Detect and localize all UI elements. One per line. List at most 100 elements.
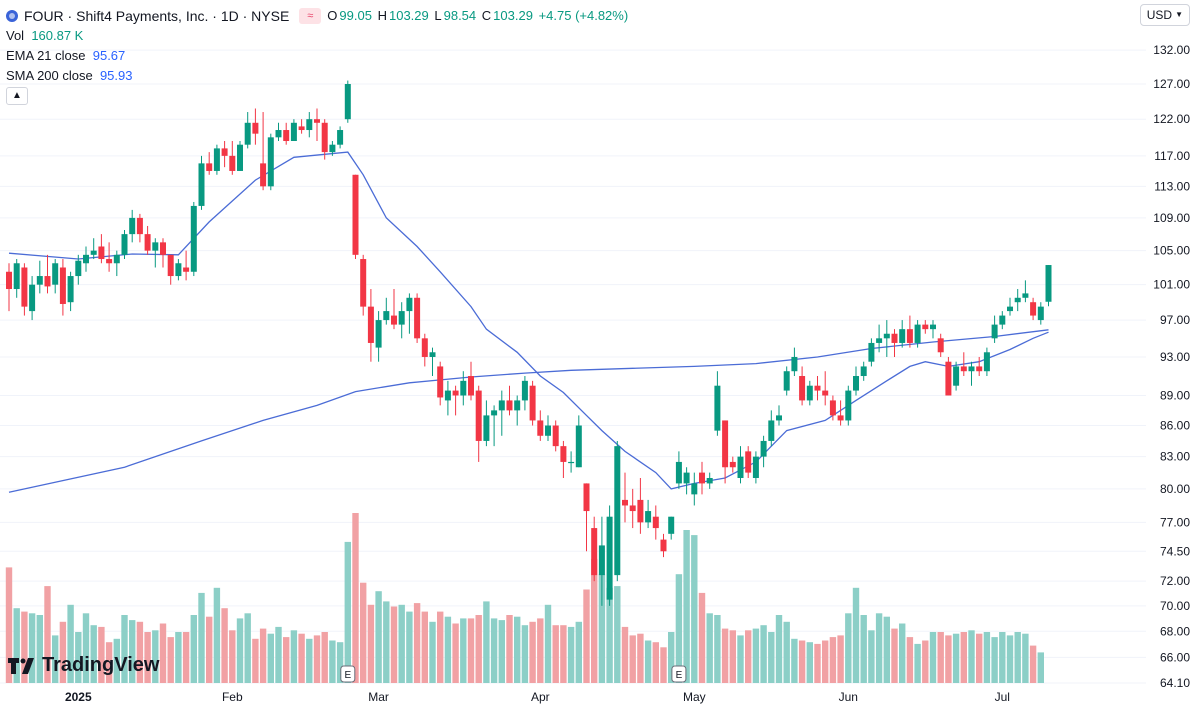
candle[interactable] bbox=[1045, 265, 1052, 307]
candle[interactable] bbox=[183, 250, 190, 281]
candle[interactable] bbox=[144, 225, 151, 255]
currency-selector[interactable]: USD ▼ bbox=[1139, 4, 1190, 26]
candle[interactable] bbox=[206, 152, 213, 175]
earnings-marker[interactable]: E bbox=[340, 665, 356, 683]
candle[interactable] bbox=[1030, 297, 1037, 321]
candle[interactable] bbox=[367, 289, 374, 362]
candle[interactable] bbox=[814, 376, 821, 401]
candle[interactable] bbox=[999, 311, 1006, 330]
candle[interactable] bbox=[552, 420, 559, 452]
candle[interactable] bbox=[937, 333, 944, 357]
candle[interactable] bbox=[529, 380, 536, 426]
candle[interactable] bbox=[883, 320, 890, 357]
candle[interactable] bbox=[244, 112, 251, 149]
candle[interactable] bbox=[660, 533, 667, 558]
candle[interactable] bbox=[398, 302, 405, 339]
candle[interactable] bbox=[930, 320, 936, 339]
candle[interactable] bbox=[437, 361, 444, 406]
candle[interactable] bbox=[391, 289, 397, 330]
candle[interactable] bbox=[129, 209, 136, 243]
candle[interactable] bbox=[337, 126, 344, 149]
candle[interactable] bbox=[545, 415, 551, 441]
candle[interactable] bbox=[267, 133, 274, 191]
candle[interactable] bbox=[622, 472, 628, 523]
candle[interactable] bbox=[699, 461, 705, 495]
candle[interactable] bbox=[876, 324, 883, 353]
flag-icon[interactable]: ≈ bbox=[299, 8, 322, 24]
candle[interactable] bbox=[683, 467, 690, 495]
candle[interactable] bbox=[906, 315, 913, 348]
candle[interactable] bbox=[306, 112, 313, 138]
candle[interactable] bbox=[837, 400, 844, 426]
candle[interactable] bbox=[1007, 297, 1013, 316]
candle[interactable] bbox=[136, 213, 143, 243]
candle[interactable] bbox=[691, 472, 698, 506]
candle[interactable] bbox=[298, 119, 305, 134]
candle[interactable] bbox=[167, 254, 174, 285]
candle[interactable] bbox=[314, 108, 320, 142]
candle[interactable] bbox=[414, 293, 421, 343]
candle[interactable] bbox=[845, 385, 852, 426]
candle[interactable] bbox=[90, 238, 97, 260]
collapse-legend-button[interactable]: ▲ bbox=[6, 87, 28, 105]
candle[interactable] bbox=[406, 293, 413, 334]
candle[interactable] bbox=[629, 488, 636, 529]
candle[interactable] bbox=[953, 361, 960, 391]
candle[interactable] bbox=[67, 271, 74, 312]
candle[interactable] bbox=[960, 352, 967, 377]
candle[interactable] bbox=[213, 144, 220, 175]
candle[interactable] bbox=[806, 380, 813, 406]
candle[interactable] bbox=[229, 141, 236, 175]
candle[interactable] bbox=[606, 505, 613, 606]
candle[interactable] bbox=[922, 320, 929, 334]
candle[interactable] bbox=[375, 311, 382, 362]
candle[interactable] bbox=[583, 483, 590, 552]
time-axis[interactable]: 2025 Feb Mar Apr May Jun Jul bbox=[65, 690, 1010, 704]
candle[interactable] bbox=[706, 472, 713, 489]
candle[interactable] bbox=[829, 395, 836, 421]
tradingview-watermark[interactable]: TradingView bbox=[8, 654, 159, 677]
candle[interactable] bbox=[637, 477, 644, 534]
candle[interactable] bbox=[591, 516, 598, 582]
candle[interactable] bbox=[460, 371, 467, 406]
candle[interactable] bbox=[1037, 302, 1044, 325]
candle[interactable] bbox=[444, 380, 451, 416]
candle[interactable] bbox=[645, 499, 652, 529]
candle[interactable] bbox=[113, 250, 120, 277]
candle[interactable] bbox=[75, 254, 82, 285]
candle[interactable] bbox=[106, 242, 113, 272]
candle[interactable] bbox=[83, 246, 89, 272]
candle[interactable] bbox=[283, 122, 290, 145]
candle[interactable] bbox=[714, 371, 721, 436]
candle[interactable] bbox=[360, 254, 367, 316]
sma-legend-row[interactable]: SMA 200 close 95.93 bbox=[6, 66, 630, 86]
candle[interactable] bbox=[822, 371, 829, 406]
candle[interactable] bbox=[614, 440, 621, 582]
candle[interactable] bbox=[791, 347, 798, 377]
candle[interactable] bbox=[729, 456, 736, 473]
candle[interactable] bbox=[853, 366, 859, 396]
candle[interactable] bbox=[321, 119, 328, 160]
candle[interactable] bbox=[452, 385, 459, 416]
candle[interactable] bbox=[1014, 289, 1021, 312]
candle[interactable] bbox=[344, 80, 351, 123]
candle[interactable] bbox=[968, 361, 975, 386]
volume-legend-row[interactable]: Vol 160.87 K bbox=[6, 26, 630, 46]
candle[interactable] bbox=[29, 276, 36, 321]
candle[interactable] bbox=[352, 174, 359, 260]
candle[interactable] bbox=[290, 119, 297, 142]
candle[interactable] bbox=[745, 446, 752, 478]
candle[interactable] bbox=[237, 141, 243, 171]
candle[interactable] bbox=[383, 297, 390, 325]
earnings-marker[interactable]: E bbox=[671, 665, 687, 683]
candle[interactable] bbox=[521, 376, 528, 411]
candle[interactable] bbox=[860, 361, 867, 381]
candle[interactable] bbox=[260, 112, 267, 191]
candle[interactable] bbox=[44, 254, 51, 294]
candlesticks[interactable] bbox=[6, 80, 1052, 606]
candle[interactable] bbox=[498, 390, 505, 436]
candle[interactable] bbox=[945, 356, 952, 396]
candle[interactable] bbox=[221, 141, 228, 168]
candle[interactable] bbox=[329, 141, 336, 156]
